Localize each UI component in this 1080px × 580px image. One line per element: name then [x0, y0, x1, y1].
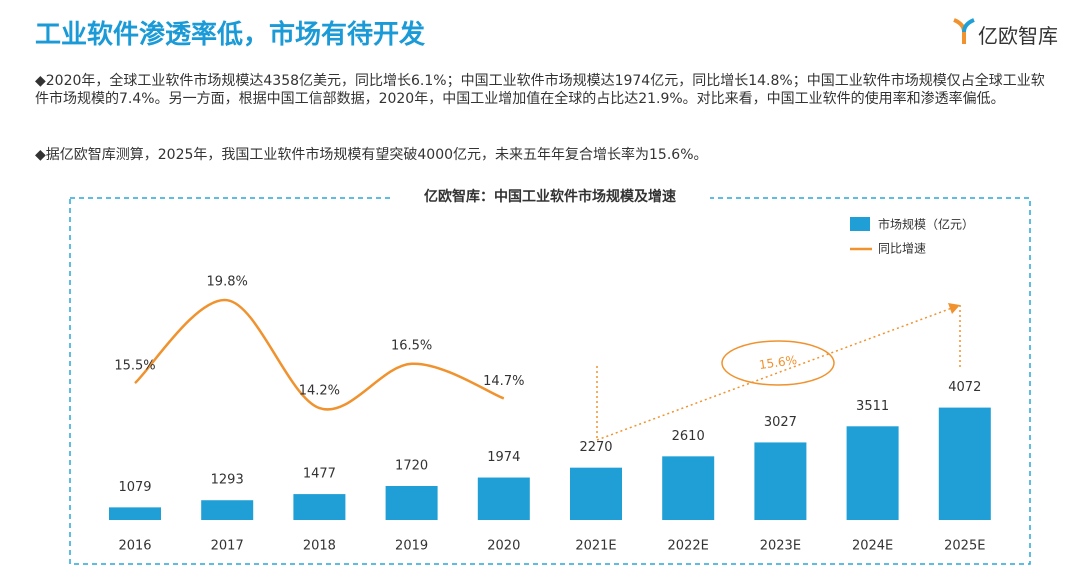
arrow-head	[948, 303, 960, 314]
line-value-label: 14.7%	[483, 374, 524, 389]
legend-label: 市场规模（亿元）	[878, 217, 974, 232]
line-value-label: 14.2%	[299, 384, 340, 399]
page-title: 工业软件渗透率低，市场有待开发	[35, 20, 426, 50]
x-tick-label: 2019	[395, 539, 428, 554]
x-tick-label: 2021E	[575, 539, 616, 554]
legend-swatch	[850, 217, 870, 231]
bar	[477, 477, 530, 520]
bar-value-label: 1079	[118, 480, 151, 495]
bar	[846, 426, 899, 520]
bar-value-label: 2610	[672, 429, 705, 444]
logo-mark	[953, 18, 975, 44]
title-bg	[390, 186, 710, 208]
x-tick-label: 2024E	[852, 539, 893, 554]
line-value-label: 15.5%	[114, 359, 155, 374]
bar	[109, 507, 161, 520]
cagr-ellipse	[721, 340, 835, 386]
line-value-label: 19.8%	[207, 275, 248, 290]
bar	[293, 494, 346, 520]
bar	[385, 486, 438, 520]
bar-value-label: 1720	[395, 459, 428, 474]
chart-title: 亿欧智库：中国工业软件市场规模及增速	[424, 188, 676, 205]
bar	[938, 407, 991, 520]
x-tick-label: 2020	[487, 539, 520, 554]
bar	[201, 500, 254, 520]
bullet: ◆据亿欧智库测算，2025年，我国工业软件市场规模有望突破4000亿元，未来五年…	[35, 147, 708, 163]
x-tick-label: 2025E	[944, 539, 985, 554]
x-tick-label: 2017	[211, 539, 244, 554]
bar-value-label: 3027	[764, 415, 797, 430]
bar-value-label: 1293	[211, 473, 244, 488]
bar	[662, 456, 715, 520]
cagr-arrow	[596, 305, 961, 441]
x-tick-label: 2022E	[668, 539, 709, 554]
bullet: ◆2020年，全球工业软件市场规模达4358亿美元，同比增长6.1%；中国工业软…	[35, 73, 1045, 107]
bar-value-label: 3511	[856, 399, 889, 414]
bar-value-label: 2270	[579, 440, 612, 455]
bar	[570, 467, 622, 520]
legend-label: 同比增速	[878, 242, 926, 256]
bar	[754, 442, 807, 520]
bar-value-label: 4072	[948, 380, 981, 395]
bar-value-label: 1974	[487, 450, 520, 465]
x-tick-label: 2016	[118, 539, 151, 554]
growth-line	[134, 298, 505, 411]
line-value-label: 16.5%	[391, 338, 432, 353]
x-tick-label: 2023E	[760, 539, 801, 554]
logo-text: 亿欧智库	[978, 24, 1058, 48]
cagr-label: 15.6%	[758, 353, 798, 372]
bar-value-label: 1477	[303, 467, 336, 482]
x-tick-label: 2018	[303, 539, 336, 554]
